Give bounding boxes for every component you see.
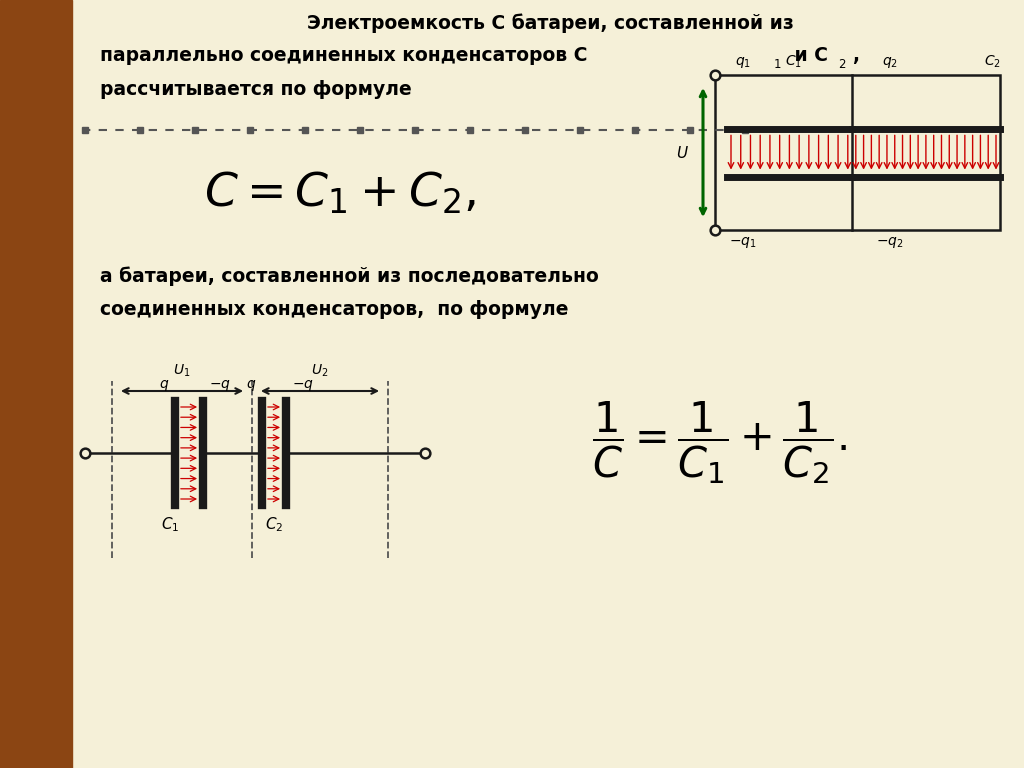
Text: $q_2$: $q_2$ — [882, 55, 898, 70]
Text: $C_1$: $C_1$ — [784, 54, 802, 70]
Text: $q_1$: $q_1$ — [735, 55, 751, 70]
Text: а батареи, составленной из последовательно: а батареи, составленной из последователь… — [100, 266, 599, 286]
Bar — [0, 0, 72, 768]
Text: $\dfrac{1}{C} = \dfrac{1}{C_1} + \dfrac{1}{C_2}.$: $\dfrac{1}{C} = \dfrac{1}{C_1} + \dfrac{… — [593, 399, 848, 486]
Text: $U_2$: $U_2$ — [311, 362, 329, 379]
Text: $-q$: $-q$ — [292, 378, 314, 393]
Text: Электроемкость С батареи, составленной из: Электроемкость С батареи, составленной и… — [306, 13, 794, 32]
Text: ,: , — [852, 46, 859, 65]
Text: соединенных конденсаторов,  по формуле: соединенных конденсаторов, по формуле — [100, 300, 568, 319]
Text: $-q_1$: $-q_1$ — [729, 235, 757, 250]
Text: $C_1$: $C_1$ — [161, 515, 179, 534]
Text: $\mathit{C} = \mathit{C}_1 + \mathit{C}_2,$: $\mathit{C} = \mathit{C}_1 + \mathit{C}_… — [204, 170, 476, 217]
Text: $_2$: $_2$ — [838, 53, 847, 71]
Text: $C_2$: $C_2$ — [265, 515, 284, 534]
Text: $-q$: $-q$ — [209, 378, 230, 393]
Text: $C_2$: $C_2$ — [983, 54, 1000, 70]
Text: $U$: $U$ — [676, 144, 689, 161]
Text: $_1$: $_1$ — [773, 53, 781, 71]
Text: $-q_2$: $-q_2$ — [876, 235, 903, 250]
Bar — [715, 75, 1000, 230]
Text: параллельно соединенных конденсаторов С: параллельно соединенных конденсаторов С — [100, 46, 588, 65]
Text: $U_1$: $U_1$ — [173, 362, 190, 379]
Text: $q$: $q$ — [246, 378, 256, 393]
Text: $q$: $q$ — [159, 378, 169, 393]
Text: рассчитывается по формуле: рассчитывается по формуле — [100, 80, 412, 99]
Text: и С: и С — [788, 46, 828, 65]
